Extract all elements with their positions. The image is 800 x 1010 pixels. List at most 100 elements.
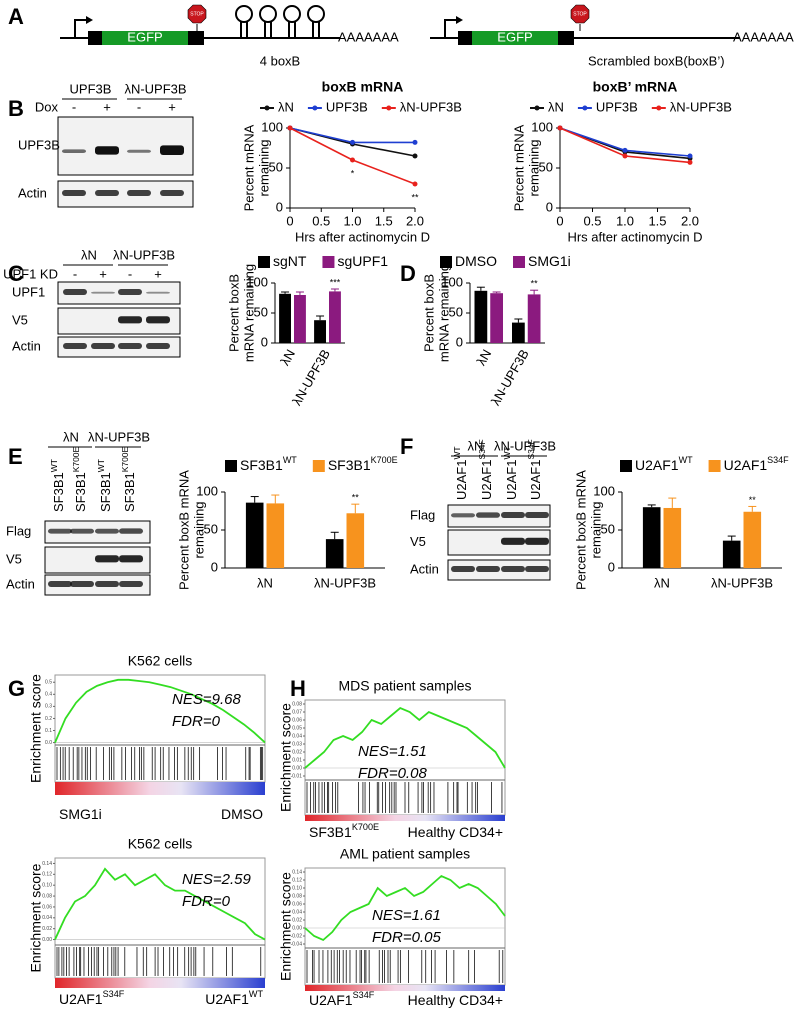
left-label-sup: S34F <box>103 989 125 999</box>
y-tick-label: 0.02 <box>292 749 302 755</box>
y-axis-label: Percent mRNA <box>511 124 526 211</box>
y-axis-label: remaining <box>256 139 271 196</box>
y-axis-label: remaining <box>526 139 541 196</box>
legend-marker <box>386 105 392 111</box>
band <box>95 555 119 563</box>
lane-label-sup: K700E <box>120 447 130 473</box>
blot-group: UPF3B <box>70 81 112 96</box>
legend-label: λN <box>548 99 564 114</box>
right-label-text: DMSO <box>221 806 263 822</box>
band <box>63 343 87 349</box>
y-tick-label: 0 <box>546 199 553 214</box>
y-tick-label: 50 <box>449 304 463 319</box>
blot-group: λN-UPF3B <box>113 247 175 262</box>
y-tick-label: 0 <box>276 199 283 214</box>
x-axis-label: Hrs after actinomycin D <box>295 229 430 244</box>
y-tick-label: 0 <box>211 559 218 574</box>
lane-label: U2AF1WT <box>452 446 469 500</box>
y-tick-label: -0.01 <box>291 773 303 779</box>
blot-row-label: V5 <box>6 551 22 566</box>
right-label: Healthy CD34+ <box>408 824 503 840</box>
construct-label: Scrambled boxB(boxB’) <box>588 53 725 68</box>
legend-name: sgUPF1 <box>337 253 388 269</box>
series-point <box>412 153 418 159</box>
band <box>451 513 475 518</box>
panel-label: F <box>400 434 413 459</box>
right-label-sup: WT <box>249 989 264 999</box>
legend-label: DMSO <box>455 253 497 269</box>
blot-row-label: Actin <box>410 561 439 576</box>
plot-frame <box>304 867 506 986</box>
left-label-text: SF3B1 <box>309 824 352 840</box>
panel-label: G <box>8 676 25 701</box>
band <box>118 343 142 349</box>
polya-label: AAAAAAA <box>338 29 399 44</box>
y-tick-label: 0.2 <box>45 716 52 722</box>
legend-label: SF3B1K700E <box>328 455 398 472</box>
blot-row-label: Flag <box>410 507 435 522</box>
blot-group: λN <box>63 429 79 444</box>
y-tick-label: 0.06 <box>292 901 302 907</box>
y-tick-label: 0.03 <box>292 741 302 747</box>
legend-swatch <box>708 460 721 472</box>
lane-label-sup: WT <box>452 446 462 459</box>
left-label-text: SMG1i <box>59 806 102 822</box>
x-tick-label: λN <box>473 347 494 368</box>
y-tick-label: 0 <box>456 334 463 349</box>
lane-label-text: SF3B1 <box>73 472 88 512</box>
construct-label: 4 boxB <box>260 53 300 68</box>
gsea-stat: FDR=0.08 <box>358 765 427 782</box>
legend-label: sgUPF1 <box>337 253 388 269</box>
lane-label-sup: WT <box>96 459 106 472</box>
y-axis-label: Enrichment score <box>28 674 44 783</box>
stop-label: STOP <box>573 11 587 17</box>
band <box>160 145 184 155</box>
band <box>127 149 151 153</box>
series-point <box>412 139 418 145</box>
blot-group: λN-UPF3B <box>88 429 150 444</box>
blot-row-label: Flag <box>6 523 31 538</box>
y-tick-label: -0.04 <box>291 941 303 947</box>
significance: ** <box>352 493 360 503</box>
x-tick-label: λN-UPF3B <box>314 575 376 590</box>
band <box>476 512 500 518</box>
x-tick-label: λN-UPF3B <box>711 575 773 590</box>
y-axis-label: Percent mRNA <box>241 124 256 211</box>
lane-label-text: SF3B1 <box>122 472 137 512</box>
panel-label: H <box>290 676 306 701</box>
band <box>119 555 143 563</box>
blot-row-label: Actin <box>12 338 41 353</box>
band <box>91 291 115 294</box>
y-tick-label: 100 <box>196 483 218 498</box>
significance: ** <box>411 192 419 202</box>
x-tick-label: λN <box>277 347 298 368</box>
y-axis-label: Percent boxB mRNA <box>573 470 588 590</box>
right-label-text: Healthy CD34+ <box>408 824 503 840</box>
lane-label: SF3B1K700E <box>120 447 137 512</box>
y-tick-label: 0.04 <box>42 915 52 921</box>
bar <box>266 503 285 568</box>
y-tick-label: 0.1 <box>45 728 52 734</box>
lane-label-text: U2AF1 <box>479 460 494 500</box>
legend-swatch <box>620 460 632 472</box>
enrichment-curve <box>304 874 506 942</box>
legend-label: SMG1i <box>528 253 571 269</box>
bar <box>329 291 341 343</box>
legend-name: sgNT <box>273 253 307 269</box>
y-tick-label: 0.12 <box>42 872 52 878</box>
legend-sup: K700E <box>371 455 398 465</box>
bar <box>346 513 365 568</box>
significance: * <box>351 168 355 178</box>
band <box>118 289 142 295</box>
y-tick-label: 0.00 <box>292 925 302 931</box>
y-axis-label: remaining <box>588 501 603 558</box>
band <box>62 149 86 153</box>
y-tick-label: 100 <box>531 119 553 134</box>
band <box>451 566 475 572</box>
blot-row-label: Actin <box>6 576 35 591</box>
bar <box>474 290 488 343</box>
legend-label: λN-UPF3B <box>400 99 462 114</box>
band <box>62 190 86 196</box>
lane-label-sup: S34F <box>526 439 536 459</box>
x-tick-label: 1.5 <box>375 213 393 228</box>
